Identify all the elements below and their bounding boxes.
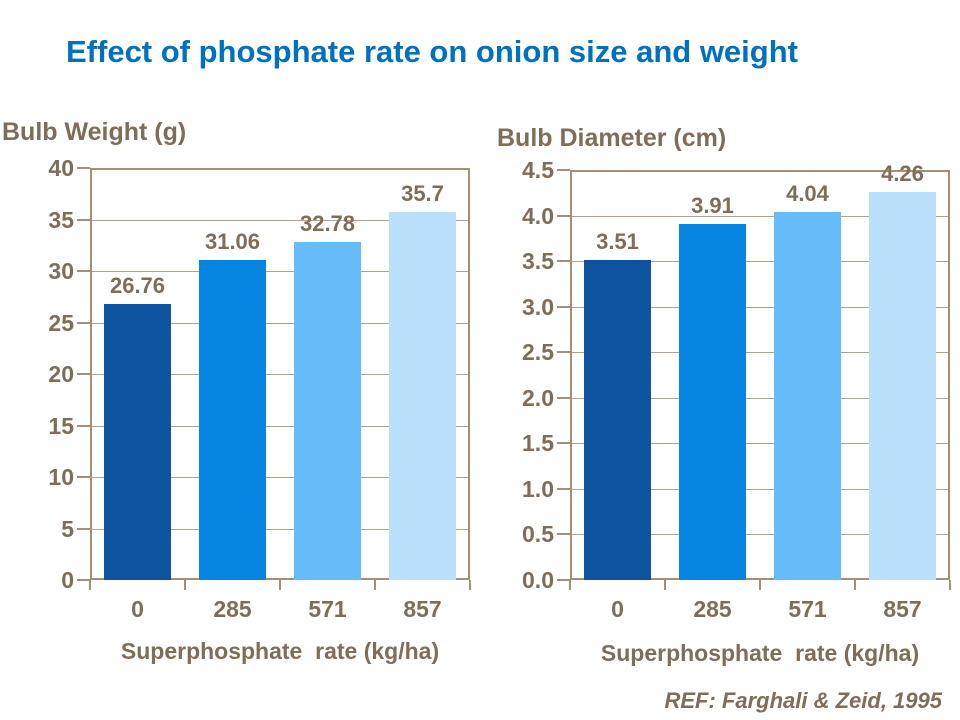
y-tick-mark	[557, 260, 570, 263]
y-tick-label: 3.5	[522, 248, 554, 275]
x-axis-title: Superphosphate rate (kg/ha)	[600, 640, 920, 666]
x-tick-mark	[854, 580, 856, 590]
bar-value-label: 4.26	[881, 160, 924, 186]
x-tick-mark	[89, 580, 91, 590]
gridline	[92, 219, 468, 221]
y-tick-label: 30	[48, 258, 74, 284]
x-tick-label: 0	[611, 596, 624, 622]
y-tick-label: 2.5	[522, 339, 554, 366]
y-tick-mark	[77, 270, 90, 272]
y-tick-mark	[77, 167, 90, 169]
y-tick-mark	[557, 487, 570, 490]
gridline	[572, 397, 948, 399]
y-tick-label: 1.0	[522, 475, 554, 502]
y-tick-mark	[77, 579, 90, 581]
bar-value-label: 3.51	[596, 229, 639, 255]
gridline	[572, 215, 948, 217]
y-tick-mark	[557, 305, 570, 308]
y-tick-label: 3.0	[522, 293, 554, 320]
x-axis-title: Superphosphate rate (kg/ha)	[120, 638, 440, 664]
gridline	[572, 352, 948, 354]
y-tick-label: 15	[48, 412, 74, 439]
y-tick-mark	[77, 476, 90, 478]
y-tick-mark	[77, 218, 90, 221]
chart-title: Bulb Diameter (cm)	[497, 124, 727, 152]
bar-value-label: 32.78	[299, 211, 356, 237]
bar-571	[774, 211, 841, 580]
y-tick-label: 10	[48, 464, 74, 490]
y-tick-label: 0	[61, 567, 74, 593]
x-tick-label: 0	[131, 596, 144, 622]
y-tick-label: 0.5	[522, 521, 554, 548]
y-tick-label: 0.0	[522, 567, 554, 593]
x-tick-mark	[374, 580, 376, 590]
gridline	[572, 443, 948, 445]
y-tick-label: 4.5	[522, 157, 554, 183]
y-tick-label: 20	[48, 361, 74, 387]
y-tick-label: 2.0	[522, 384, 554, 411]
y-tick-label: 25	[48, 309, 74, 336]
y-tick-label: 4.0	[522, 202, 554, 229]
gridline	[572, 306, 948, 308]
gridline	[92, 322, 468, 324]
y-tick-mark	[557, 533, 570, 536]
y-tick-label: 40	[48, 155, 74, 181]
x-tick-mark	[949, 580, 951, 590]
y-tick-mark	[77, 527, 90, 530]
x-tick-label: 857	[403, 596, 442, 622]
bar-285	[199, 260, 266, 580]
y-tick-mark	[557, 396, 570, 399]
x-tick-mark	[279, 580, 281, 590]
gridline	[572, 534, 948, 536]
y-tick-mark	[77, 373, 90, 375]
gridline	[92, 425, 468, 427]
y-tick-mark	[557, 351, 570, 354]
gridline	[572, 488, 948, 490]
x-tick-label: 285	[693, 596, 732, 622]
x-tick-mark	[469, 580, 471, 590]
bar-value-label: 3.91	[691, 192, 734, 218]
x-tick-label: 571	[788, 596, 827, 622]
bar-857	[389, 212, 456, 580]
bar-285	[679, 223, 746, 580]
gridline	[92, 528, 468, 530]
bar-0	[584, 260, 651, 580]
x-tick-label: 857	[883, 596, 922, 622]
y-tick-label: 35	[48, 206, 74, 233]
y-tick-mark	[77, 424, 90, 427]
y-tick-mark	[77, 321, 90, 324]
bar-value-label: 31.06	[204, 229, 261, 255]
bar-value-label: 26.76	[109, 273, 166, 299]
page-title: Effect of phosphate rate on onion size a…	[66, 34, 798, 69]
bar-0	[104, 304, 171, 580]
gridline	[572, 261, 948, 263]
gridline	[92, 374, 468, 375]
x-tick-label: 285	[213, 596, 252, 622]
bar-571	[294, 242, 361, 580]
x-tick-mark	[569, 580, 571, 590]
x-tick-label: 571	[308, 596, 347, 622]
y-tick-label: 5	[61, 515, 74, 542]
x-tick-mark	[759, 580, 761, 590]
bar-value-label: 35.7	[401, 181, 444, 207]
reference-text: REF: Farghali & Zeid, 1995	[664, 688, 942, 713]
y-tick-mark	[557, 442, 570, 445]
y-tick-mark	[557, 169, 570, 171]
x-tick-mark	[184, 580, 186, 590]
gridline	[92, 477, 468, 478]
y-tick-mark	[557, 214, 570, 217]
x-tick-mark	[664, 580, 666, 590]
bar-857	[869, 191, 936, 580]
chart-title: Bulb Weight (g)	[2, 118, 187, 146]
gridline	[92, 271, 468, 272]
bar-value-label: 4.04	[786, 180, 829, 206]
y-tick-label: 1.5	[522, 430, 554, 457]
y-tick-mark	[557, 579, 570, 581]
